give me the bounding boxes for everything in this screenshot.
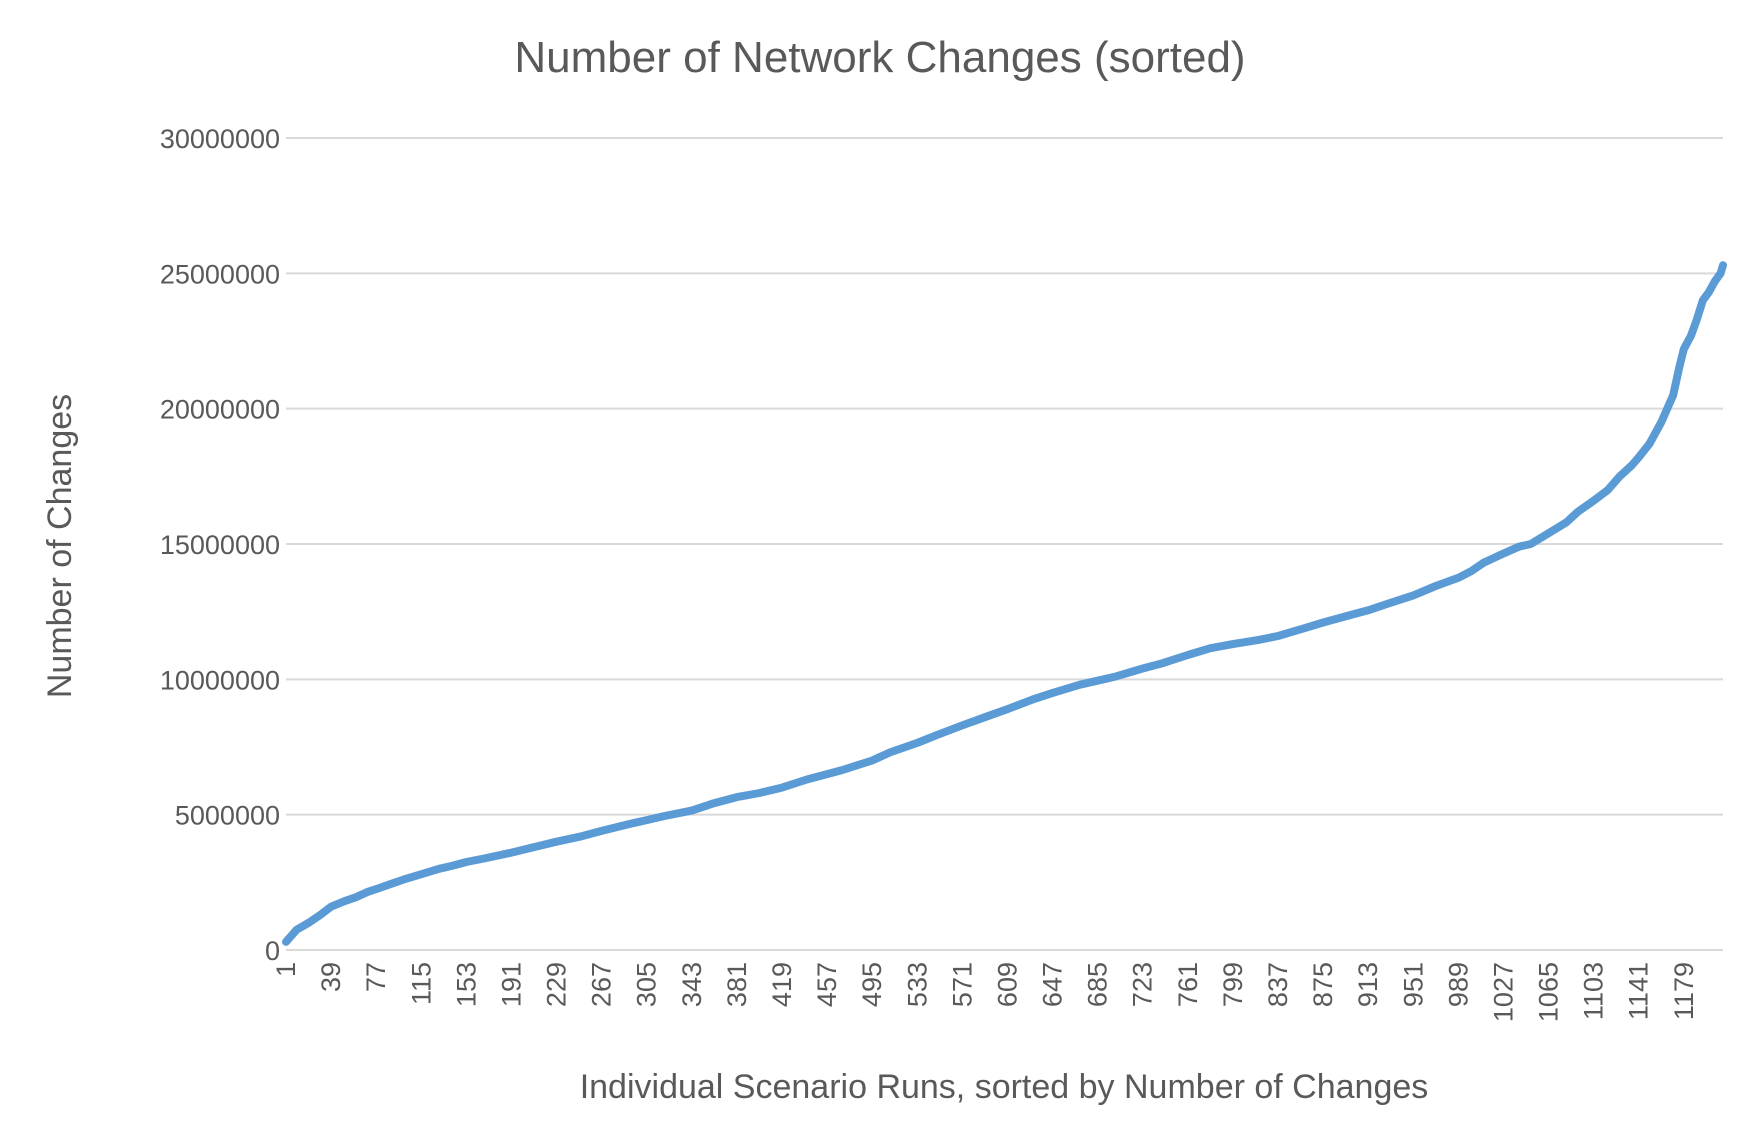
x-tick-label: 115	[406, 962, 436, 1005]
x-tick-label: 39	[316, 962, 346, 992]
x-tick-label: 305	[632, 962, 662, 1007]
y-axis-title: Number of Changes	[41, 394, 79, 698]
y-tick-label: 30000000	[160, 124, 280, 154]
x-tick-label: 761	[1173, 962, 1203, 1007]
x-tick-label: 875	[1308, 962, 1338, 1007]
x-tick-label: 799	[1218, 962, 1248, 1007]
x-tick-label: 913	[1353, 962, 1383, 1007]
x-tick-label: 989	[1443, 962, 1473, 1007]
x-tick-label: 191	[496, 962, 526, 1007]
x-axis-title: Individual Scenario Runs, sorted by Numb…	[580, 1068, 1429, 1106]
series-lines	[282, 261, 1727, 946]
x-tick-label: 153	[451, 962, 481, 1007]
y-tick-label: 0	[265, 936, 280, 966]
x-tick-label: 381	[722, 962, 752, 1007]
x-axis-tick-labels: 1 39 77 115 153 191 229 267 305 343 381 419 457 495 53…	[271, 962, 1699, 1022]
x-tick-label: 229	[542, 962, 572, 1007]
chart-title: Number of Network Changes (sorted)	[514, 33, 1245, 82]
x-tick-label: 571	[947, 962, 977, 1007]
y-tick-label: 25000000	[160, 259, 280, 289]
x-tick-label: 343	[677, 962, 707, 1007]
x-tick-label: 419	[767, 962, 797, 1007]
x-tick-label: 77	[361, 962, 391, 992]
gridlines	[286, 137, 1723, 951]
y-tick-label: 5000000	[175, 801, 280, 831]
y-tick-label: 10000000	[160, 665, 280, 695]
x-tick-label: 647	[1038, 962, 1068, 1007]
x-tick-label: 951	[1398, 962, 1428, 1007]
y-tick-label: 20000000	[160, 395, 280, 425]
x-tick-label: 723	[1128, 962, 1158, 1007]
x-tick-label: 685	[1083, 962, 1113, 1007]
x-tick-label: 1103	[1579, 962, 1609, 1020]
x-tick-label: 1179	[1669, 962, 1699, 1020]
x-tick-label: 837	[1263, 962, 1293, 1007]
x-tick-label: 495	[857, 962, 887, 1007]
y-tick-label: 15000000	[160, 530, 280, 560]
x-tick-label: 1065	[1534, 962, 1564, 1022]
x-tick-label: 457	[812, 962, 842, 1007]
x-tick-label: 609	[992, 962, 1022, 1007]
x-tick-label: 1	[271, 962, 301, 977]
x-tick-label: 533	[902, 962, 932, 1007]
series-line	[282, 261, 1727, 946]
y-axis-tick-labels: 0 5000000 10000000 15000000 20000000 25000000…	[160, 124, 280, 966]
x-tick-label: 1141	[1624, 962, 1654, 1020]
x-tick-label: 267	[587, 962, 617, 1007]
x-tick-label: 1027	[1488, 962, 1518, 1022]
